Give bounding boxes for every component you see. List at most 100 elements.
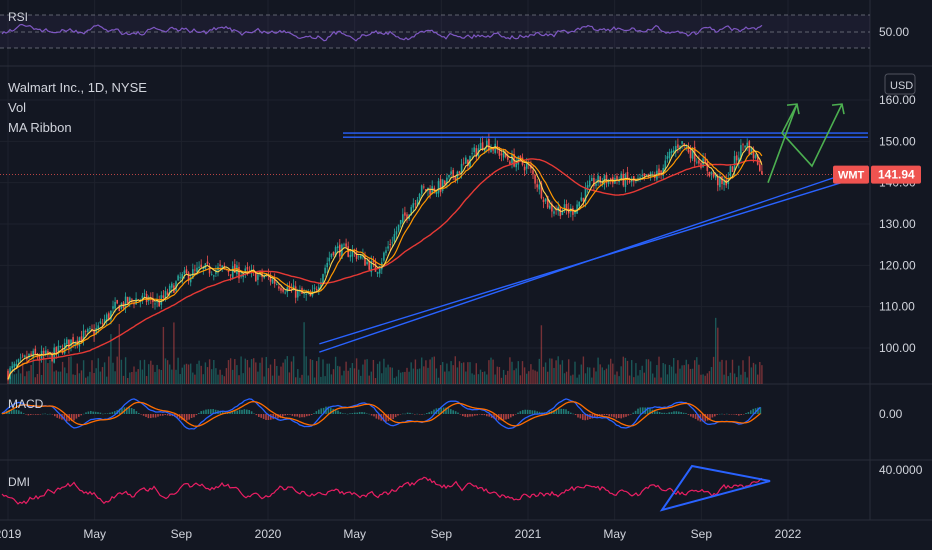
candle-body <box>213 275 215 277</box>
volume-bar <box>229 358 232 384</box>
macd-hist-bar <box>658 411 661 414</box>
price-axis[interactable]: USD <box>884 73 916 95</box>
volume-legend[interactable]: Vol <box>8 100 26 115</box>
volume-bar <box>30 365 32 384</box>
projection-path[interactable] <box>767 103 843 183</box>
volume-bar <box>240 356 242 384</box>
volume-bar <box>204 362 207 384</box>
candle-body <box>410 207 412 216</box>
volume-bar <box>181 367 183 384</box>
rsi-pane[interactable]: RSI 50.00 <box>0 10 909 49</box>
currency-label[interactable]: USD <box>890 80 913 92</box>
macd-hist-bar <box>382 414 385 422</box>
volume-bar <box>675 373 677 384</box>
candle-body <box>45 350 47 356</box>
macd-hist-bar <box>159 414 162 416</box>
time-axis[interactable]: 2019 May Sep 2020 May Sep 2021 May Sep 2022 <box>0 527 802 541</box>
macd-hist-bar <box>30 414 32 415</box>
candle-body <box>719 176 721 188</box>
volume-bar <box>521 361 524 384</box>
volume-bar <box>278 375 280 384</box>
candle-body <box>236 265 238 275</box>
macd-hist-bar <box>649 408 651 414</box>
candle-body <box>208 265 211 274</box>
volume-bar <box>620 366 622 384</box>
price-pane[interactable]: Walmart Inc., 1D, NYSE Vol MA Ribbon <box>0 80 870 384</box>
currency-box[interactable] <box>884 73 916 95</box>
rsi-label[interactable]: RSI <box>8 10 28 24</box>
volume-bar <box>290 361 293 384</box>
volume-bar <box>637 375 639 384</box>
macd-hist-bar <box>118 408 121 414</box>
candle-body <box>429 189 431 195</box>
dmi-triangle-drawing[interactable] <box>659 464 771 512</box>
macd-hist-bar <box>565 409 567 414</box>
macd-hist-bar <box>584 414 586 421</box>
volume-bar <box>114 371 116 384</box>
ma-ribbon-legend[interactable]: MA Ribbon <box>8 120 72 135</box>
support-line-lower[interactable] <box>319 173 869 345</box>
macd-pane[interactable]: MACD 0.00 <box>1 397 903 430</box>
candle-body <box>511 154 513 164</box>
volume-bar <box>448 371 450 384</box>
macd-hist-bar <box>594 414 596 418</box>
macd-hist-bar <box>728 414 730 415</box>
volume-bar <box>738 365 740 384</box>
candle-body <box>738 157 740 163</box>
volume-bar <box>288 372 291 384</box>
candle-body <box>475 148 478 157</box>
volume-bar <box>502 369 505 384</box>
volume-bar <box>89 371 91 384</box>
macd-hist-bar <box>733 414 735 415</box>
macd-hist-bar <box>735 414 738 415</box>
macd-hist-bar <box>373 414 375 417</box>
volume-bar <box>22 362 24 384</box>
volume-bar <box>528 371 530 384</box>
candle-body <box>181 274 184 280</box>
volume-bar <box>513 370 515 384</box>
dmi-label[interactable]: DMI <box>8 475 30 489</box>
macd-label[interactable]: MACD <box>8 397 44 411</box>
candle-body <box>198 266 200 269</box>
candle-body <box>490 148 492 153</box>
volume-bar <box>712 356 715 384</box>
volume-bar <box>307 375 309 384</box>
macd-hist-bar <box>25 414 27 415</box>
macd-hist-bar <box>147 414 150 419</box>
volume-bar <box>631 360 633 384</box>
macd-hist-bar <box>433 409 435 414</box>
volume-bar <box>450 361 452 384</box>
macd-hist-bar <box>476 414 478 416</box>
volume-bar <box>696 357 698 384</box>
macd-hist-bar <box>500 414 502 421</box>
macd-hist-bar <box>286 414 289 415</box>
grid <box>0 0 870 520</box>
candle-body <box>574 211 576 214</box>
candle-body <box>61 348 64 354</box>
candle-body <box>706 161 709 171</box>
candle-body <box>32 350 34 358</box>
candle-body <box>641 175 643 177</box>
macd-hist-bar <box>46 413 49 415</box>
volume-bar <box>358 369 360 384</box>
candle-body <box>347 246 349 257</box>
candle-body <box>210 274 213 276</box>
candle-body <box>114 302 116 309</box>
volume-bar <box>95 368 97 384</box>
volume-bar <box>612 363 614 384</box>
macd-hist-bar <box>130 408 133 414</box>
rsi-line <box>1 23 763 42</box>
candle-body <box>80 336 83 342</box>
macd-hist-bar <box>675 411 678 414</box>
volume-bar <box>43 356 45 384</box>
macd-hist-bar <box>673 411 675 414</box>
volume-bar <box>206 367 209 384</box>
volume-bar <box>723 374 725 384</box>
symbol-title[interactable]: Walmart Inc., 1D, NYSE <box>8 80 147 95</box>
candle-body <box>404 212 406 216</box>
macd-hist-bar <box>128 407 130 414</box>
macd-hist-bar <box>152 414 154 418</box>
dmi-pane[interactable]: DMI 40.0000 <box>1 463 923 512</box>
